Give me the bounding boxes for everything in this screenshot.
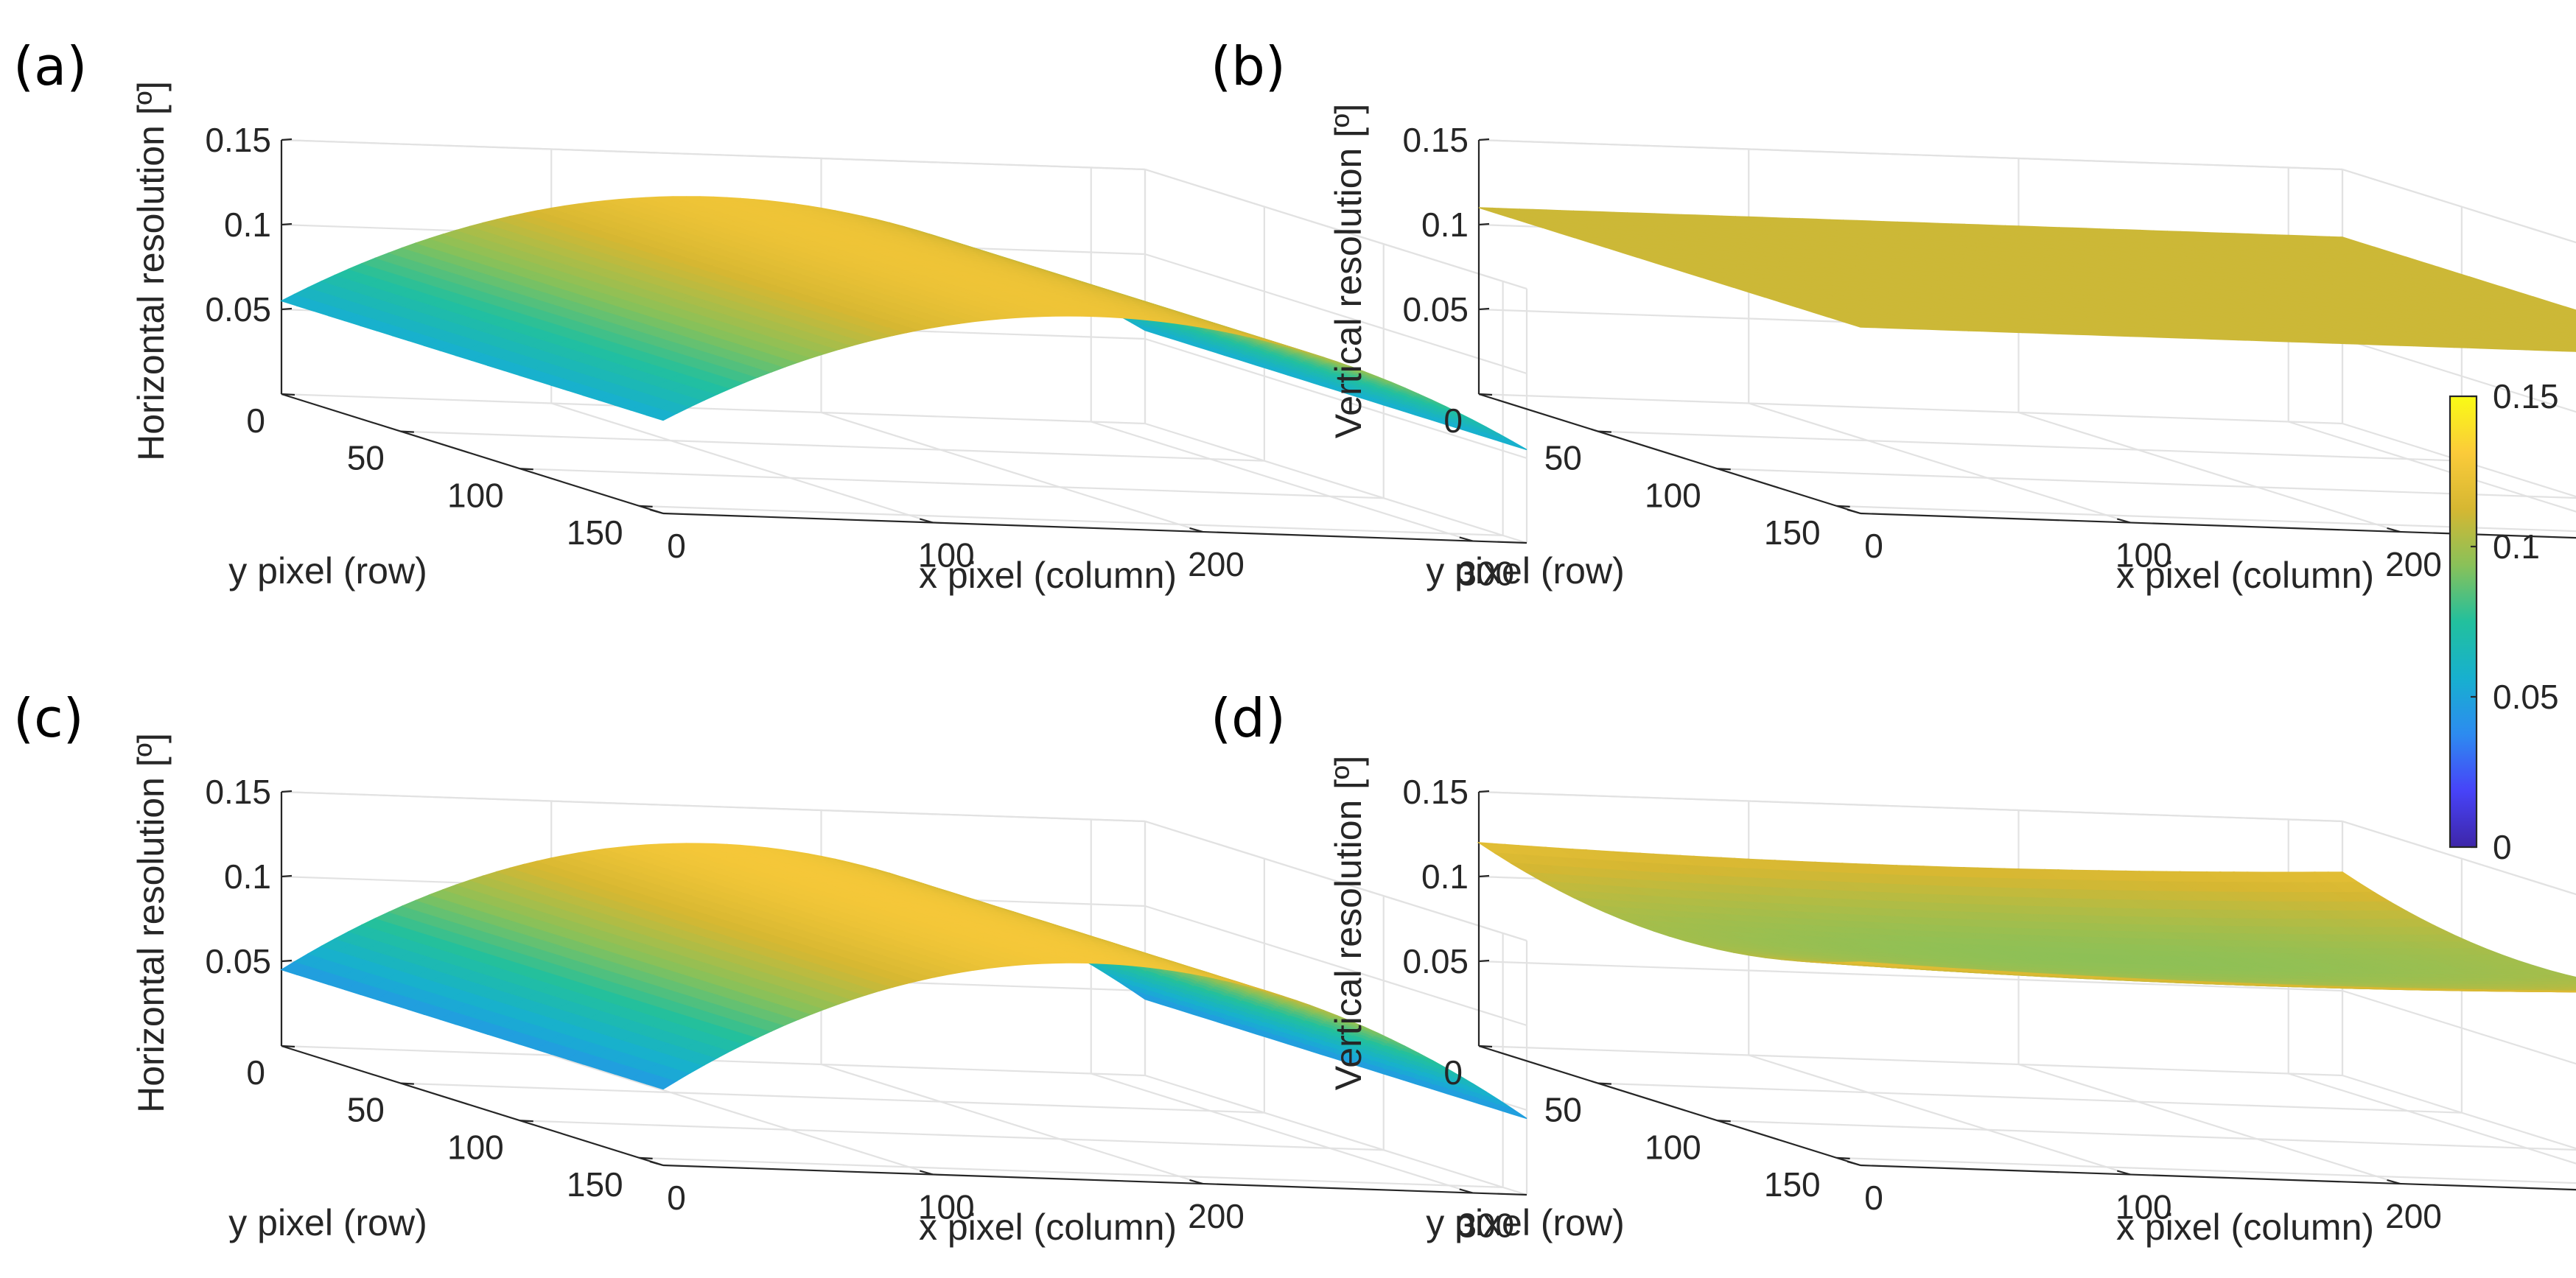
grid-line-z: [2342, 989, 2576, 1065]
grid-line-y: [1478, 1044, 2343, 1077]
z-tick-label: 0.15: [205, 121, 271, 159]
box-edge: [1144, 422, 1527, 544]
z-tick-label: 0.1: [1421, 206, 1469, 244]
z-tick-mark: [1478, 138, 1490, 141]
y-tick-label: 50: [347, 1091, 385, 1129]
y-tick-label: 0: [1443, 401, 1463, 440]
z-tick-label: 0.05: [1402, 290, 1469, 329]
grid-line-x: [821, 411, 1203, 533]
x-tick-label: 0: [667, 1179, 686, 1217]
y-tick-mark: [281, 1044, 295, 1048]
surface: [1478, 207, 2576, 352]
z-axis-label: Horizontal resolution [º]: [130, 81, 172, 461]
y-tick-mark: [1478, 393, 1493, 396]
z-tick-mark: [281, 222, 293, 226]
panel-d: 0.050.10.150501001500100200300Vertical r…: [1211, 687, 2576, 1248]
z-tick-label: 0.1: [224, 206, 271, 244]
y-axis-label: y pixel (row): [228, 1202, 427, 1243]
box-edge: [1478, 138, 2343, 171]
y-axis-label: y pixel (row): [1426, 550, 1624, 591]
panel-label: (c): [13, 687, 84, 749]
y-tick-mark: [639, 1156, 653, 1159]
panel-label: (b): [1211, 35, 1286, 97]
box-edge: [281, 138, 1146, 171]
x-tick-label: 200: [2385, 545, 2442, 583]
grid-line-y: [1717, 468, 2576, 499]
y-axis-line: [281, 393, 664, 515]
grid-line-y: [519, 468, 1384, 499]
z-axis-label: Vertical resolution [º]: [1328, 104, 1369, 439]
grid-line-x: [1091, 421, 1474, 542]
y-tick-label: 150: [567, 513, 623, 552]
y-tick-label: 50: [347, 439, 385, 477]
x-tick-label: 0: [1864, 527, 1883, 565]
surface: [1477, 842, 2576, 993]
grid-line-z: [1144, 337, 1527, 460]
y-tick-mark: [281, 393, 295, 396]
grid-line-y: [1478, 393, 2343, 425]
y-axis-label: y pixel (row): [228, 550, 427, 591]
y-tick-label: 100: [447, 1128, 504, 1166]
grid-line-y: [639, 505, 1503, 536]
y-tick-mark: [1717, 468, 1731, 471]
grid-line-y: [400, 430, 1264, 462]
grid-line-x: [1748, 402, 2131, 524]
z-tick-mark: [1478, 222, 1490, 226]
y-tick-mark: [519, 468, 533, 471]
x-tick-mark: [649, 508, 664, 515]
y-tick-label: 0: [246, 401, 265, 440]
x-axis-label: x pixel (column): [919, 1207, 1177, 1248]
x-tick-label: 0: [667, 527, 686, 565]
z-tick-label: 0.05: [205, 290, 271, 329]
grid-line-y: [1836, 1156, 2576, 1184]
z-tick-label: 0.05: [205, 942, 271, 980]
grid-line-x: [1748, 1054, 2131, 1176]
y-tick-label: 50: [1544, 439, 1582, 477]
z-tick-mark: [281, 138, 293, 141]
grid-line-y: [1717, 1120, 2576, 1151]
axis-labels: Vertical resolution [º] y pixel (row) x pi…: [1328, 104, 2374, 596]
z-tick-label: 0.15: [205, 773, 271, 811]
y-tick-label: 150: [1764, 513, 1821, 552]
y-tick-label: 0: [246, 1053, 265, 1092]
z-tick-label: 0.15: [1402, 121, 1469, 159]
z-tick-mark: [281, 874, 293, 878]
surface-patch: [1497, 436, 1527, 451]
x-tick-label: 200: [1188, 545, 1245, 583]
z-tick-label: 0.1: [224, 857, 271, 896]
x-tick-mark: [1847, 508, 1861, 515]
box-edge: [1478, 790, 2343, 823]
grid-line-x: [550, 1054, 934, 1176]
y-tick-label: 150: [567, 1165, 623, 1204]
y-tick-label: 100: [447, 476, 504, 514]
grid-line-x: [550, 402, 934, 524]
x-tick-mark: [649, 1160, 664, 1167]
box-edge: [1144, 168, 1527, 290]
z-tick-mark: [281, 790, 293, 793]
grid-line-y: [281, 393, 1146, 425]
surface-patch: [1497, 1103, 1527, 1120]
grid: [1477, 790, 2576, 1185]
y-tick-mark: [519, 1120, 533, 1123]
axes: [280, 140, 1527, 544]
z-axis-label: Horizontal resolution [º]: [130, 733, 172, 1113]
y-tick-mark: [639, 505, 653, 508]
x-axis-label: x pixel (column): [919, 555, 1177, 596]
x-tick-label: 200: [1188, 1197, 1245, 1235]
y-tick-mark: [1836, 505, 1850, 508]
surface: [280, 196, 1527, 451]
panel-b: 0.050.10.150501001500100200300Vertical r…: [1211, 35, 2576, 596]
x-axis-label: x pixel (column): [2116, 555, 2374, 596]
panel-label: (a): [13, 35, 87, 97]
box-edge: [281, 790, 1146, 823]
y-tick-label: 100: [1645, 476, 1701, 514]
grid-line-z: [1144, 253, 1527, 375]
axes: [1477, 792, 2576, 1191]
x-axis-line: [662, 512, 1527, 544]
